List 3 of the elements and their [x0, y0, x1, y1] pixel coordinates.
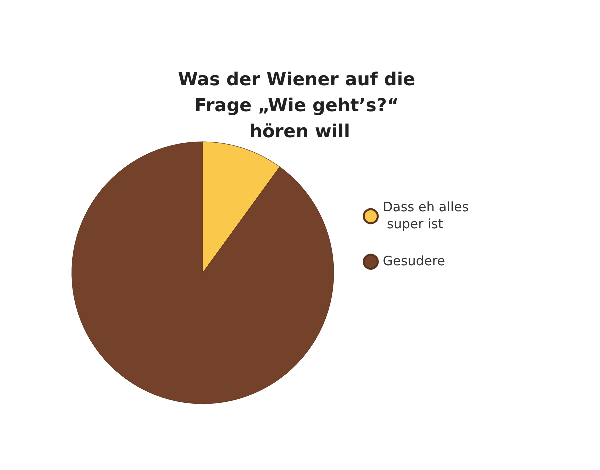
legend-label: Dass eh alles super ist [383, 200, 470, 232]
legend-label: Gesudere [383, 254, 446, 270]
chart-title: Was der Wiener auf die Frage „Wie geht’s?“ hören will [178, 70, 422, 142]
